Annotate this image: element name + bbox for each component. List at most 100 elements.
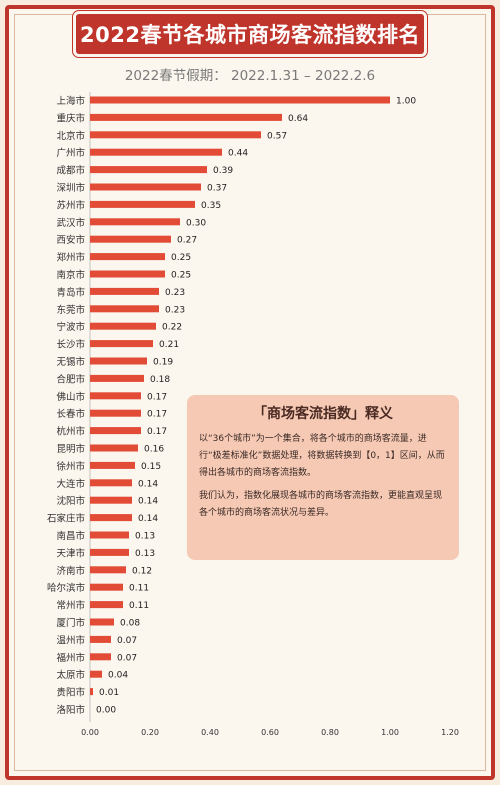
bar	[90, 670, 102, 678]
value-label: 0.13	[135, 532, 155, 542]
x-tick-label: 0.60	[261, 728, 279, 737]
category-label: 宁波市	[56, 321, 85, 333]
value-label: 0.17	[147, 410, 167, 420]
value-label: 0.64	[288, 114, 308, 124]
x-tick-label: 0.00	[81, 728, 99, 737]
category-label: 苏州市	[56, 199, 85, 211]
bar	[90, 514, 132, 522]
bar	[90, 496, 132, 504]
category-label: 洛阳市	[56, 704, 85, 716]
category-label: 福州市	[56, 652, 85, 664]
category-label: 北京市	[56, 130, 85, 142]
category-label: 杭州市	[56, 426, 85, 438]
category-label: 深圳市	[56, 182, 85, 194]
category-label: 长春市	[56, 408, 85, 420]
category-label: 青岛市	[56, 286, 85, 298]
value-label: 0.11	[129, 601, 149, 611]
category-label: 贵阳市	[56, 687, 85, 699]
bar	[90, 461, 135, 469]
bar	[90, 548, 129, 556]
bar	[90, 183, 201, 191]
note-paragraph-2: 我们认为，指数化展现各城市的商场客流指数，更能直观呈现各个城市的商场客流状况与差…	[199, 491, 443, 518]
x-tick-label: 0.20	[141, 728, 159, 737]
category-label: 无锡市	[56, 356, 85, 368]
bar	[90, 270, 165, 278]
value-label: 0.17	[147, 392, 167, 402]
bar	[90, 566, 126, 574]
bar	[90, 148, 222, 156]
value-label: 0.25	[171, 271, 191, 281]
definition-note-box: 「商场客流指数」释义 以“36个城市”为一个集合，将各个城市的商场客流量，进行“…	[187, 395, 459, 560]
value-label: 0.11	[129, 584, 149, 594]
bar	[90, 653, 111, 661]
bar	[90, 113, 282, 121]
category-label: 常州市	[56, 600, 85, 612]
x-tick-label: 0.80	[321, 728, 339, 737]
category-label: 天津市	[56, 547, 85, 559]
bar	[90, 253, 165, 261]
category-label: 佛山市	[56, 391, 85, 403]
value-label: 0.30	[186, 218, 206, 228]
bar	[90, 392, 141, 400]
value-label: 0.13	[135, 549, 155, 559]
note-title: 「商场客流指数」释义	[253, 406, 393, 422]
bar	[90, 531, 129, 539]
x-tick-label: 1.00	[381, 728, 399, 737]
value-label: 0.39	[213, 166, 233, 176]
x-tick-label: 1.20	[441, 728, 459, 737]
value-label: 0.16	[144, 445, 164, 455]
category-label: 大连市	[56, 478, 85, 490]
category-label: 沈阳市	[56, 495, 85, 507]
bar	[90, 635, 111, 643]
category-label: 西安市	[56, 234, 85, 246]
category-label: 东莞市	[56, 304, 85, 316]
category-label: 成都市	[56, 165, 85, 177]
category-label: 太原市	[56, 669, 85, 681]
value-label: 0.19	[153, 358, 173, 368]
category-label: 郑州市	[56, 252, 85, 264]
page-title: 2022春节各城市商场客流指数排名	[76, 14, 424, 54]
category-label: 合肥市	[56, 373, 85, 385]
value-label: 0.01	[99, 688, 119, 698]
category-label: 长沙市	[56, 339, 85, 351]
bar	[90, 583, 123, 591]
value-label: 0.22	[162, 323, 182, 333]
value-label: 0.44	[228, 149, 248, 159]
value-label: 0.37	[207, 184, 227, 194]
bar	[90, 218, 180, 226]
category-label: 温州市	[56, 634, 85, 646]
bar	[90, 601, 123, 609]
date-range-subtitle: 2022春节假期： 2022.1.31 – 2022.2.6	[124, 68, 376, 84]
category-label: 济南市	[56, 565, 85, 577]
bar	[90, 131, 261, 139]
value-label: 0.23	[165, 305, 185, 315]
category-label: 石家庄市	[47, 513, 86, 525]
category-label: 昆明市	[56, 443, 85, 455]
value-label: 0.57	[267, 131, 287, 141]
bar	[90, 322, 156, 330]
category-label: 南京市	[56, 269, 85, 281]
category-label: 厦门市	[56, 617, 85, 629]
note-paragraph-1: 以“36个城市”为一个集合，将各个城市的商场客流量，进行“极差标准化”数据处理，…	[199, 434, 445, 478]
bar	[90, 409, 141, 417]
value-label: 0.35	[201, 201, 221, 211]
bar	[90, 479, 132, 487]
category-label: 南昌市	[56, 530, 85, 542]
category-label: 哈尔滨市	[47, 582, 86, 594]
value-label: 0.14	[138, 497, 158, 507]
category-label: 重庆市	[56, 112, 85, 124]
bar	[90, 287, 159, 295]
value-label: 0.25	[171, 253, 191, 263]
bar	[90, 374, 144, 382]
value-label: 0.08	[120, 619, 140, 629]
value-label: 0.17	[147, 427, 167, 437]
value-label: 1.00	[396, 97, 416, 107]
category-label: 武汉市	[56, 217, 85, 229]
value-label: 0.14	[138, 479, 158, 489]
value-label: 0.15	[141, 462, 161, 472]
bar	[90, 357, 147, 365]
value-label: 0.21	[159, 340, 179, 350]
value-label: 0.07	[117, 653, 137, 663]
category-label: 徐州市	[56, 460, 85, 472]
